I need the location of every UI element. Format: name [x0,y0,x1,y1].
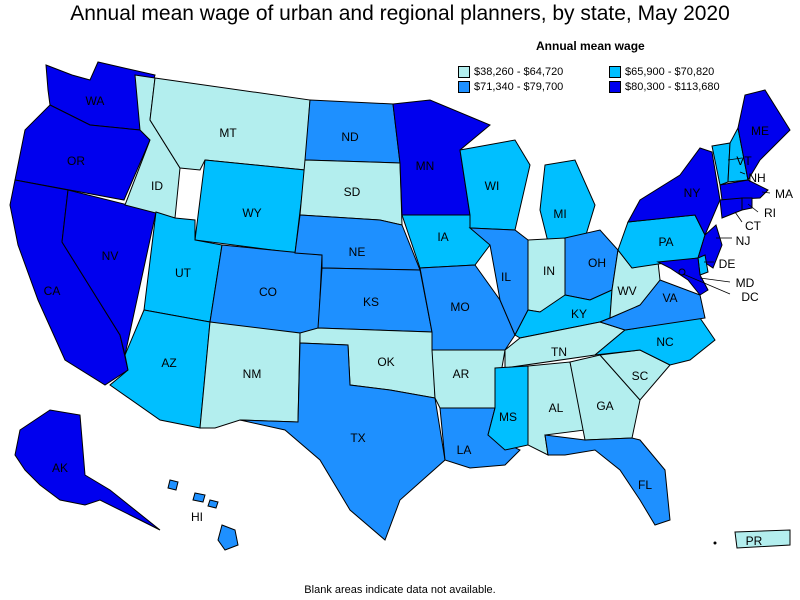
label-ma: MA [775,187,793,201]
legend-title: Annual mean wage [536,39,645,53]
label-tx: TX [350,431,365,445]
label-nd: ND [341,130,359,144]
state-or[interactable] [14,104,151,201]
label-ar: AR [453,367,470,381]
label-ne: NE [349,245,366,259]
legend-item: $71,340 - $79,700 [458,81,563,93]
label-fl: FL [638,478,652,492]
state-tx[interactable] [239,342,446,541]
state-ak[interactable] [14,409,161,531]
legend-label: $65,900 - $70,820 [625,66,715,78]
legend-swatch [458,66,470,78]
label-ak: AK [52,461,68,475]
label-ok: OK [377,355,394,369]
state-mi[interactable] [539,159,596,243]
footnote: Blank areas indicate data not available. [304,584,496,596]
label-me: ME [751,124,769,138]
label-oh: OH [588,256,606,270]
pr-islet [713,541,717,545]
state-ny[interactable] [627,147,721,237]
legend-item: $80,300 - $113,680 [609,81,720,93]
legend-item: $65,900 - $70,820 [609,66,714,78]
state-ia[interactable] [401,214,491,269]
state-ct[interactable] [719,197,743,219]
state-fl[interactable] [544,434,671,526]
label-mi: MI [553,207,566,221]
state-hi[interactable] [167,479,239,551]
label-ms: MS [499,410,517,424]
label-in: IN [543,264,555,278]
legend-label: $38,260 - $64,720 [474,66,564,78]
label-ia: IA [437,230,448,244]
label-hi: HI [191,510,203,524]
label-mn: MN [416,159,435,173]
label-mo: MO [450,300,469,314]
label-nh: NH [748,171,765,185]
label-id: ID [151,179,163,193]
label-pa: PA [658,235,673,249]
label-de: DE [719,257,736,271]
label-va: VA [662,291,677,305]
state-dc[interactable] [678,268,686,276]
label-dc: DC [741,290,759,304]
state-ma[interactable] [719,179,769,201]
label-wi: WI [485,179,500,193]
label-wa: WA [86,94,105,108]
label-pr: PR [746,534,763,548]
state-mo[interactable] [419,264,516,351]
state-ri[interactable] [741,197,753,211]
label-ny: NY [684,186,701,200]
callout-lines [682,157,771,295]
legend-item: $38,260 - $64,720 [458,66,563,78]
state-ga[interactable] [569,354,641,441]
legend-swatch [458,81,470,93]
label-ga: GA [596,399,613,413]
label-nv: NV [102,249,119,263]
label-nj: NJ [736,234,751,248]
label-wy: WY [242,206,261,220]
legend-label: $80,300 - $113,680 [625,81,720,93]
legend-label: $71,340 - $79,700 [474,81,564,93]
legend-swatch [609,81,621,93]
label-co: CO [259,285,277,299]
label-ks: KS [363,295,379,309]
label-sc: SC [632,369,649,383]
label-wv: WV [617,284,636,298]
label-nm: NM [243,367,262,381]
label-al: AL [549,401,564,415]
label-mt: MT [219,126,237,140]
label-ri: RI [764,206,776,220]
label-or: OR [67,154,85,168]
state-pr[interactable] [734,529,791,549]
label-tn: TN [551,345,567,359]
state-mt[interactable] [149,77,311,171]
label-ct: CT [745,219,762,233]
label-la: LA [457,443,472,457]
map-title: Annual mean wage of urban and regional p… [70,2,730,25]
label-ky: KY [571,307,587,321]
legend-swatch [609,66,621,78]
label-vt: VT [736,154,752,168]
label-ut: UT [175,266,192,280]
label-md: MD [736,276,755,290]
label-ca: CA [44,284,61,298]
label-sd: SD [344,185,361,199]
label-az: AZ [161,356,176,370]
label-nc: NC [656,335,674,349]
label-il: IL [501,270,511,284]
state-md[interactable] [656,257,709,296]
